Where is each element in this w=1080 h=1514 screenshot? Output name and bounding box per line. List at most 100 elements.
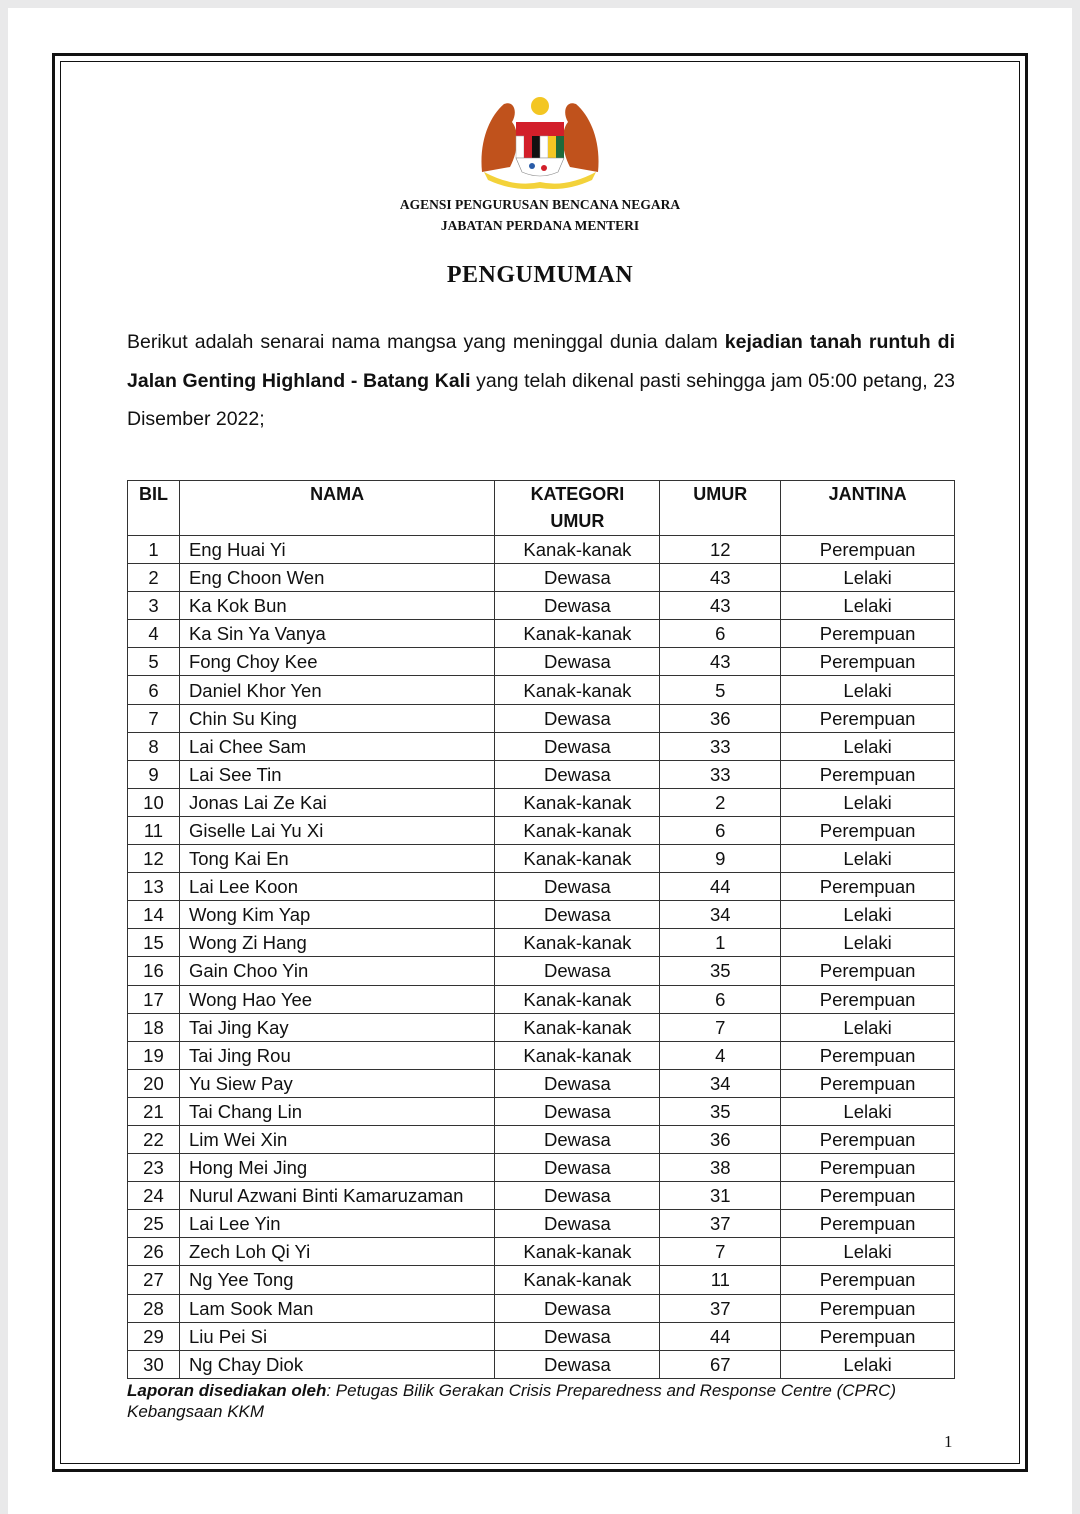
header-bil: BIL [127,480,180,536]
cell-nama: Lai Lee Koon [178,872,496,902]
cell-bil: 30 [127,1349,180,1379]
cell-nama: Ng Chay Diok [178,1349,496,1379]
page-border [52,53,1028,1472]
cell-jantina: Perempuan [780,1321,955,1351]
cell-bil: 24 [127,1181,180,1211]
cell-nama: Wong Zi Hang [178,928,496,958]
table-row: 4 Ka Sin Ya Vanya Kanak-kanak 6 Perempuan [127,619,955,649]
victims-table: BIL NAMA KATEGORI UMUR UMUR JANTINA 1 Eng… [127,480,955,1379]
cell-kategori-umur: Kanak-kanak [494,619,661,649]
cell-umur: 34 [659,900,782,930]
cell-jantina: Perempuan [780,815,955,846]
report-credit-label: Laporan disediakan oleh [127,1381,327,1400]
cell-nama: Wong Hao Yee [178,984,496,1014]
cell-nama: Eng Choon Wen [178,563,496,593]
table-row: 11 Giselle Lai Yu Xi Kanak-kanak 6 Perempuan [127,815,955,846]
cell-umur: 34 [659,1068,782,1098]
table-row: 3 Ka Kok Bun Dewasa 43 Lelaki [127,591,955,621]
cell-jantina: Lelaki [780,928,955,958]
cell-jantina: Perempuan [780,1181,955,1211]
cell-nama: Ka Kok Bun [178,591,496,621]
cell-nama: Gain Choo Yin [178,956,496,986]
table-row: 16 Gain Choo Yin Dewasa 35 Perempuan [127,956,955,986]
cell-kategori-umur: Dewasa [494,872,661,902]
cell-nama: Tai Jing Kay [178,1012,496,1042]
cell-nama: Tai Jing Rou [178,1040,496,1070]
cell-umur: 35 [659,1096,782,1126]
cell-nama: Lim Wei Xin [178,1124,496,1155]
cell-bil: 21 [127,1096,180,1126]
table-row: 29 Liu Pei Si Dewasa 44 Perempuan [127,1321,955,1351]
table-row: 27 Ng Yee Tong Kanak-kanak 11 Perempuan [127,1265,955,1295]
cell-jantina: Lelaki [780,1012,955,1042]
cell-umur: 33 [659,759,782,789]
table-row: 13 Lai Lee Koon Dewasa 44 Perempuan [127,872,955,902]
cell-jantina: Perempuan [780,1293,955,1323]
cell-jantina: Perempuan [780,956,955,986]
intro-paragraph: Berikut adalah senarai nama mangsa yang … [127,323,955,439]
header-nama: NAMA [178,480,496,536]
cell-jantina: Perempuan [780,1209,955,1239]
cell-bil: 9 [127,759,180,789]
cell-umur: 37 [659,1209,782,1239]
cell-kategori-umur: Kanak-kanak [494,928,661,958]
cell-kategori-umur: Kanak-kanak [494,1265,661,1295]
cell-umur: 44 [659,1321,782,1351]
cell-kategori-umur: Kanak-kanak [494,787,661,817]
cell-umur: 4 [659,1040,782,1070]
cell-bil: 19 [127,1040,180,1070]
cell-bil: 12 [127,844,180,874]
cell-umur: 6 [659,984,782,1014]
cell-bil: 25 [127,1209,180,1239]
table-row: 23 Hong Mei Jing Dewasa 38 Perempuan [127,1153,955,1183]
cell-umur: 36 [659,1124,782,1155]
cell-kategori-umur: Kanak-kanak [494,1237,661,1267]
cell-nama: Yu Siew Pay [178,1068,496,1098]
table-row: 14 Wong Kim Yap Dewasa 34 Lelaki [127,900,955,930]
cell-umur: 35 [659,956,782,986]
cell-jantina: Lelaki [780,1237,955,1267]
cell-jantina: Lelaki [780,591,955,621]
cell-kategori-umur: Dewasa [494,563,661,593]
cell-kategori-umur: Dewasa [494,703,661,733]
cell-bil: 7 [127,703,180,733]
table-row: 30 Ng Chay Diok Dewasa 67 Lelaki [127,1349,955,1379]
cell-umur: 1 [659,928,782,958]
cell-bil: 13 [127,872,180,902]
cell-umur: 2 [659,787,782,817]
cell-umur: 44 [659,872,782,902]
cell-kategori-umur: Dewasa [494,1096,661,1126]
cell-bil: 11 [127,815,180,846]
cell-jantina: Perempuan [780,759,955,789]
table-row: 9 Lai See Tin Dewasa 33 Perempuan [127,759,955,789]
cell-jantina: Perempuan [780,619,955,649]
cell-nama: Ng Yee Tong [178,1265,496,1295]
cell-kategori-umur: Kanak-kanak [494,1040,661,1070]
cell-nama: Tai Chang Lin [178,1096,496,1126]
cell-jantina: Perempuan [780,1068,955,1098]
cell-umur: 5 [659,675,782,705]
table-row: 2 Eng Choon Wen Dewasa 43 Lelaki [127,563,955,593]
cell-nama: Eng Huai Yi [178,534,496,565]
table-row: 25 Lai Lee Yin Dewasa 37 Perempuan [127,1209,955,1239]
cell-jantina: Perempuan [780,1153,955,1183]
cell-bil: 15 [127,928,180,958]
header-kategori-umur: KATEGORI UMUR [494,480,661,536]
cell-nama: Nurul Azwani Binti Kamaruzaman [178,1181,496,1211]
cell-jantina: Lelaki [780,1096,955,1126]
cell-nama: Zech Loh Qi Yi [178,1237,496,1267]
cell-kategori-umur: Dewasa [494,1349,661,1379]
cell-umur: 6 [659,815,782,846]
cell-umur: 7 [659,1237,782,1267]
cell-bil: 28 [127,1293,180,1323]
cell-kategori-umur: Dewasa [494,1209,661,1239]
cell-umur: 11 [659,1265,782,1295]
cell-kategori-umur: Dewasa [494,759,661,789]
cell-kategori-umur: Dewasa [494,647,661,677]
cell-jantina: Lelaki [780,787,955,817]
table-row: 18 Tai Jing Kay Kanak-kanak 7 Lelaki [127,1012,955,1042]
table-row: 21 Tai Chang Lin Dewasa 35 Lelaki [127,1096,955,1126]
cell-nama: Lai Lee Yin [178,1209,496,1239]
table-row: 22 Lim Wei Xin Dewasa 36 Perempuan [127,1124,955,1155]
cell-jantina: Lelaki [780,900,955,930]
